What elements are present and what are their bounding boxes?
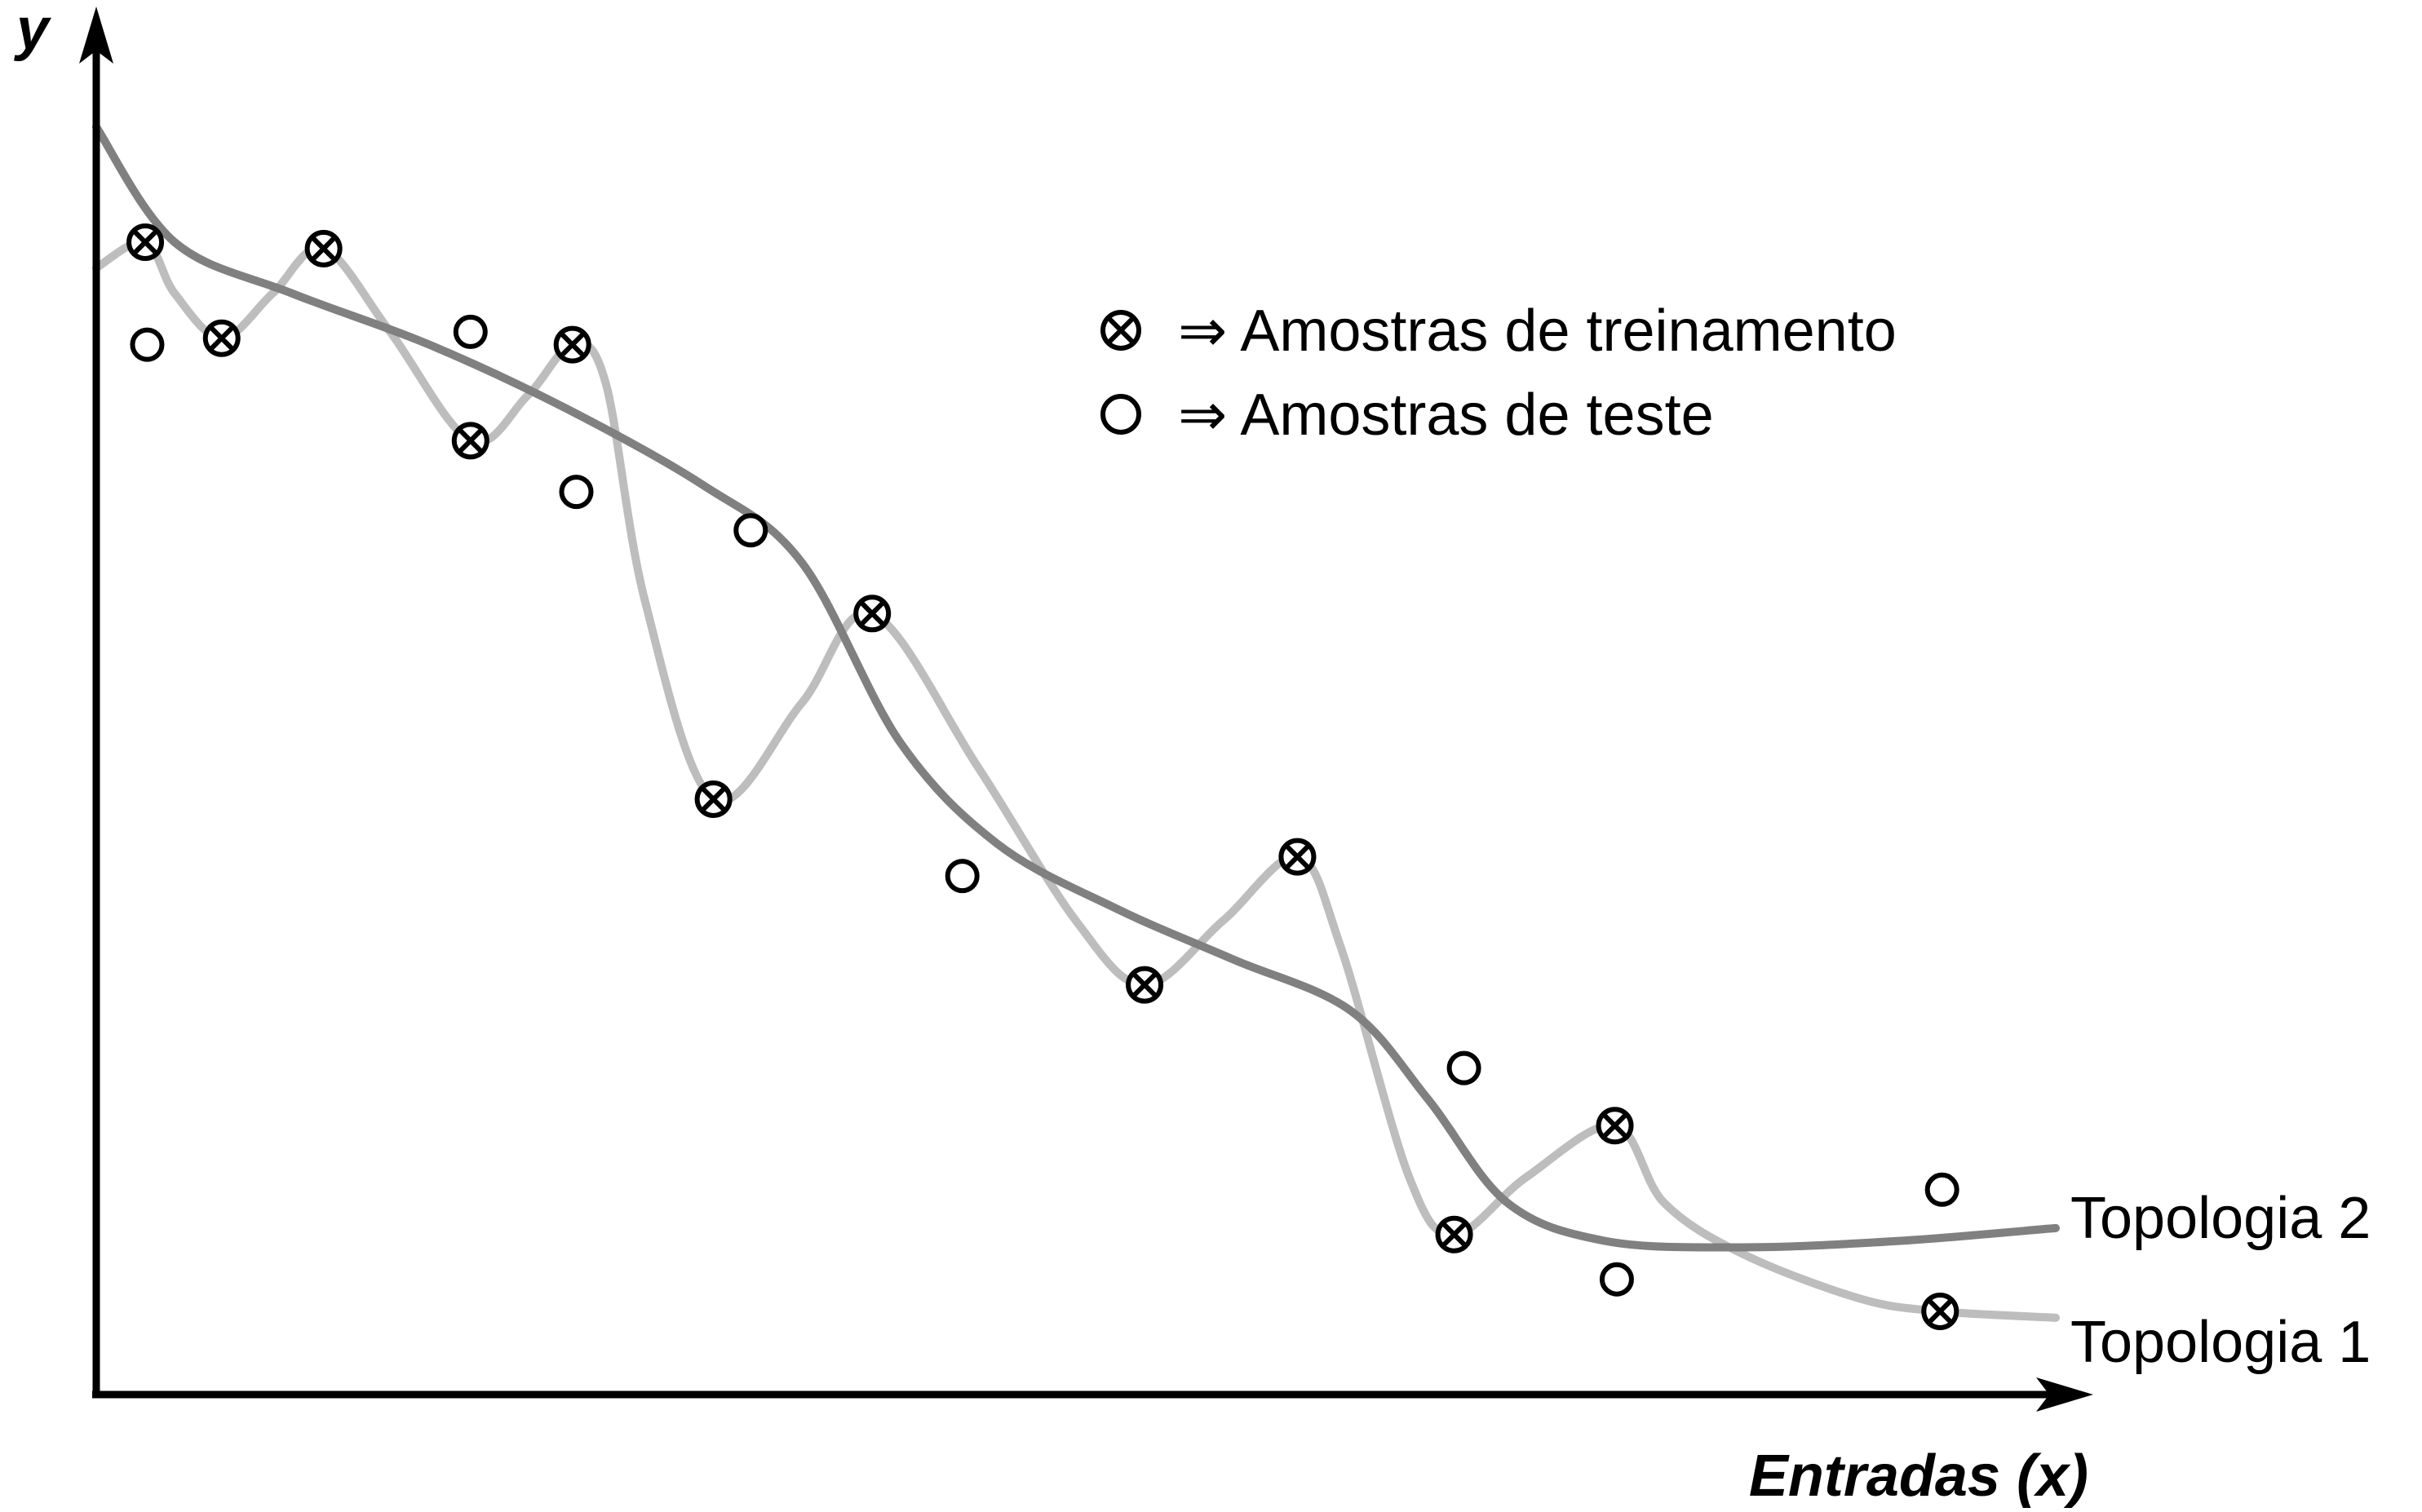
training-sample-point [1596,1107,1634,1145]
training-sample-cross [457,427,484,454]
x-axis-title: Entradas (x) [1749,1443,2088,1509]
training-sample-cross [1284,843,1311,870]
training-sample-point [553,325,591,364]
training-sample-point [1126,966,1164,1004]
series-test-samples [130,314,1959,1297]
training-sample-cross [208,325,235,351]
training-sample-point [304,229,343,267]
test-sample-point [1924,1172,1959,1207]
training-sample-cross [1927,1298,1954,1324]
x-axis-arrow [2036,1377,2093,1412]
training-sample-cross [1441,1221,1468,1248]
training-sample-cross [700,785,727,812]
training-sample-cross [1601,1112,1628,1139]
topologia-2-line [92,122,2060,1252]
legend-training-marker [1100,310,1141,351]
legend-test-marker [1100,394,1141,435]
test-sample-point [945,859,980,894]
series-label-topologia-2: Topologia 2 [2070,1186,2371,1251]
test-sample-point [453,314,488,349]
legend-test-ring [1100,394,1141,435]
legend-training-cross-b [1107,316,1135,344]
training-sample-cross [859,600,886,627]
legend: ⇒ Amostras de treinamento ⇒ Amostras de … [1100,298,1897,448]
series-training-samples [126,223,1959,1330]
training-sample-cross [132,229,159,255]
y-axis-arrow [79,7,113,64]
training-sample-cross [1131,971,1158,998]
training-sample-cross [310,235,337,262]
test-sample-point [1599,1262,1634,1297]
training-sample-point [1435,1215,1473,1253]
test-sample-point [559,475,594,510]
legend-training-label: ⇒ Amostras de treinamento [1178,298,1897,364]
series-label-topologia-1: Topologia 1 [2070,1310,2371,1375]
test-sample-point [130,327,165,362]
test-sample-point [1446,1050,1481,1085]
training-sample-point [202,319,241,357]
training-sample-cross [559,331,586,358]
training-sample-point [1921,1292,1959,1330]
series-topologia-1 [92,237,2060,1322]
legend-test-label: ⇒ Amostras de teste [1178,382,1714,448]
training-sample-point [126,223,165,261]
training-sample-point [853,595,892,633]
training-sample-point [694,780,733,818]
training-sample-point [451,422,489,460]
y-axis-title: y [14,0,52,62]
topologia-1-line [92,237,2060,1322]
test-sample-point [733,513,768,548]
series-topologia-2 [92,122,2060,1252]
training-sample-point [1278,838,1317,876]
